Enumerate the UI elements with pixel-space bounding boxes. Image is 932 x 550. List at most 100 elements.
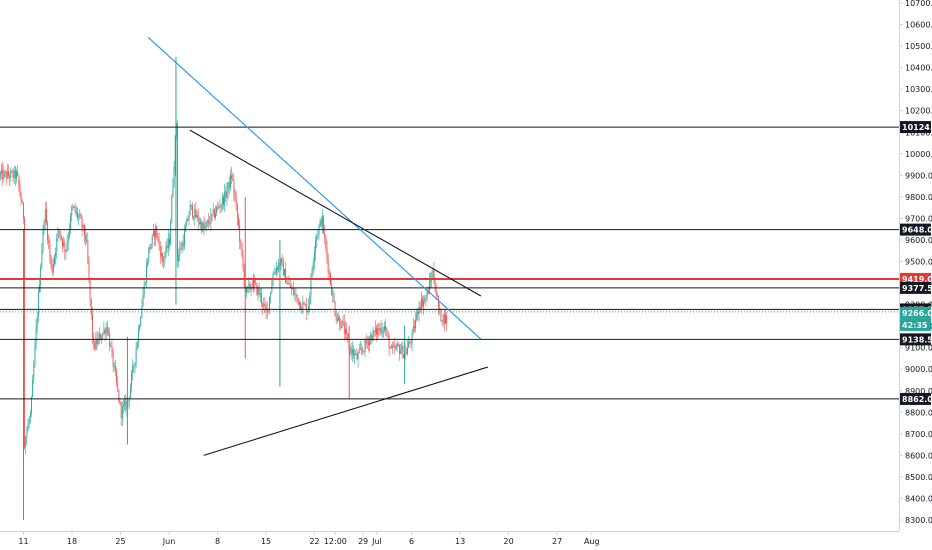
candle-body (445, 315, 446, 324)
candle-body (277, 267, 279, 270)
candle-body (10, 170, 12, 178)
candle-body (307, 311, 308, 313)
candle-body (278, 262, 280, 270)
candle-body (240, 241, 242, 243)
candle-body (416, 311, 418, 321)
candle-body (57, 229, 59, 239)
candle-body (350, 347, 352, 355)
candle-body (353, 349, 354, 356)
candle-body (414, 325, 415, 329)
candle-body (265, 305, 267, 312)
candle-body (108, 332, 109, 334)
candle-body (405, 352, 407, 354)
candle-body (308, 306, 310, 312)
candle-body (221, 196, 223, 205)
candle-body (370, 335, 372, 339)
candle-body (397, 344, 399, 346)
candle-body (327, 258, 329, 273)
trendline-black[interactable] (203, 366, 488, 456)
candle-body (18, 175, 20, 186)
candle-body (282, 261, 284, 276)
candle-body (263, 304, 265, 307)
candle-body (116, 372, 118, 383)
candle-body (382, 330, 384, 332)
candle-body (119, 402, 121, 404)
candle-body (349, 347, 351, 349)
candle-body (151, 234, 153, 245)
candle-body (389, 348, 391, 350)
candle-body (247, 286, 249, 288)
candle-body (27, 424, 29, 432)
candle-body (134, 362, 136, 367)
candle-body (133, 366, 135, 368)
candle-body (152, 230, 154, 235)
candle-body (109, 333, 111, 347)
time-axis[interactable]: 11 18 25 Jun 8 15 22 12:00 29 Jul 6 13 20 27 Aug (18, 531, 600, 546)
time-tick-label: 29 (358, 537, 368, 546)
candle-body (9, 175, 11, 178)
candle-body (26, 431, 28, 438)
candle-body (225, 191, 227, 198)
candle-body (50, 255, 52, 265)
candle-body (64, 242, 66, 252)
time-tick-label: 12:00 (324, 537, 347, 546)
time-tick-label: 18 (67, 537, 77, 546)
candle-body (297, 298, 299, 305)
price-tick-label: 9500.0 (905, 258, 932, 267)
candle-body (2, 169, 4, 180)
trendline-black[interactable] (189, 129, 482, 297)
candle-body (184, 231, 185, 246)
candle-body (80, 214, 82, 219)
candle-body (110, 346, 112, 348)
candle-body (420, 298, 422, 309)
candle-body (255, 282, 257, 284)
level-price-label-bg (900, 281, 931, 294)
candle-body (44, 208, 46, 222)
candle-body (313, 251, 315, 263)
candle-body (40, 267, 42, 286)
candle-body (364, 339, 366, 352)
candle-body (131, 373, 132, 388)
candle-body (98, 334, 100, 338)
candle-body (393, 345, 395, 348)
candle-body (230, 175, 231, 188)
candle-body (216, 207, 218, 214)
candle-body (86, 239, 88, 241)
price-axis[interactable]: 8300.0 8400.0 8500.0 8600.0 8700.0 8800.0 8900… (899, 0, 932, 525)
candle-body (262, 303, 264, 307)
candle-body (167, 238, 169, 248)
candle-body (48, 240, 50, 244)
candle-body (402, 345, 404, 358)
candle-body (387, 331, 389, 337)
candle-body (380, 327, 382, 334)
candle-body (392, 346, 394, 348)
candle-body (58, 229, 60, 231)
candle-body (357, 353, 359, 360)
candle-body (207, 220, 208, 223)
candle-body (196, 214, 198, 218)
price-tick-label: 10500.0 (905, 42, 932, 51)
candle-body (31, 397, 32, 413)
price-tick-label: 10300.0 (905, 85, 932, 94)
candle-body (274, 272, 276, 274)
price-tick-label: 8800.0 (905, 408, 932, 417)
candle-body (248, 283, 250, 287)
candle-body (338, 317, 339, 320)
candle-body (346, 328, 348, 334)
candle-body (85, 235, 86, 240)
time-tick-label: 22 (309, 537, 319, 546)
candle-body (299, 302, 300, 305)
candle-body (189, 204, 191, 215)
candle-body (258, 287, 260, 295)
trendline-blue[interactable] (147, 37, 482, 340)
candle-body (273, 272, 275, 275)
candle-body (259, 293, 261, 295)
candle-body (417, 311, 419, 315)
candle-body (60, 236, 62, 240)
candle-body (186, 218, 188, 227)
candle-body (187, 218, 189, 221)
level-price-label: 8862.0 (902, 395, 932, 404)
candle-body (55, 252, 57, 257)
candle-body (384, 326, 385, 331)
